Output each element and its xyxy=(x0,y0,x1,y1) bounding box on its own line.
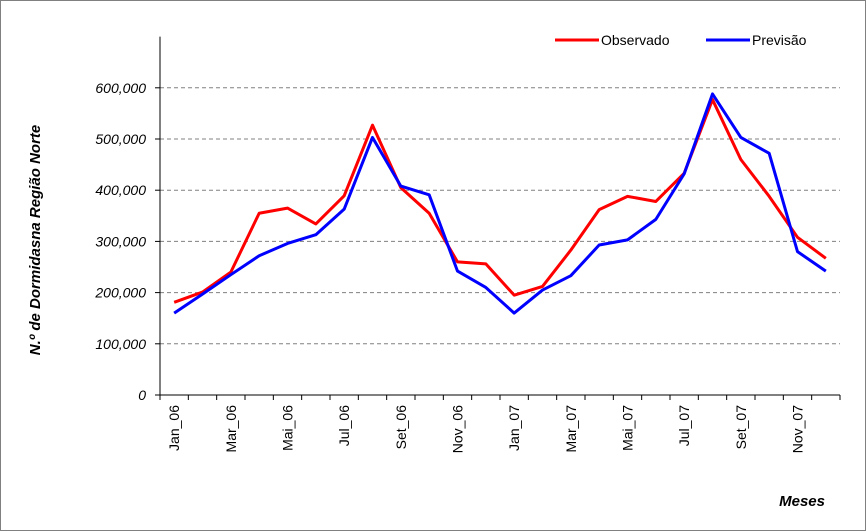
x-tick-label: Jul_07 xyxy=(676,405,692,446)
y-tick-label: 100,000 xyxy=(95,336,146,352)
y-tick-label: 400,000 xyxy=(95,182,146,198)
legend-label: Previsão xyxy=(752,32,807,48)
y-axis-title: N.º de Dormidasna Região Norte xyxy=(27,125,44,356)
x-tick-label: Mar_06 xyxy=(223,405,239,453)
series-line xyxy=(173,98,827,304)
y-tick-label: 600,000 xyxy=(95,80,146,96)
legend-label: Observado xyxy=(601,32,670,48)
x-tick-label: Jul_06 xyxy=(336,405,352,446)
x-tick-label: Jan_06 xyxy=(166,405,182,451)
y-tick-label: 200,000 xyxy=(94,285,146,301)
x-tick-label: Set_07 xyxy=(733,405,749,450)
y-tick-label: 300,000 xyxy=(95,233,146,249)
x-axis-title: Meses xyxy=(779,493,825,510)
x-tick-label: Set_06 xyxy=(393,405,409,450)
x-tick-label: Jan_07 xyxy=(506,405,522,451)
x-tick-label: Mai_06 xyxy=(280,405,296,451)
series-line xyxy=(173,92,827,315)
y-tick-label: 0 xyxy=(138,387,146,403)
x-tick-label: Nov_06 xyxy=(450,405,466,453)
x-tick-label: Nov_07 xyxy=(790,405,806,453)
x-tick-label: Mar_07 xyxy=(563,405,579,453)
y-tick-label: 500,000 xyxy=(95,131,146,147)
x-tick-label: Mai_07 xyxy=(620,405,636,451)
